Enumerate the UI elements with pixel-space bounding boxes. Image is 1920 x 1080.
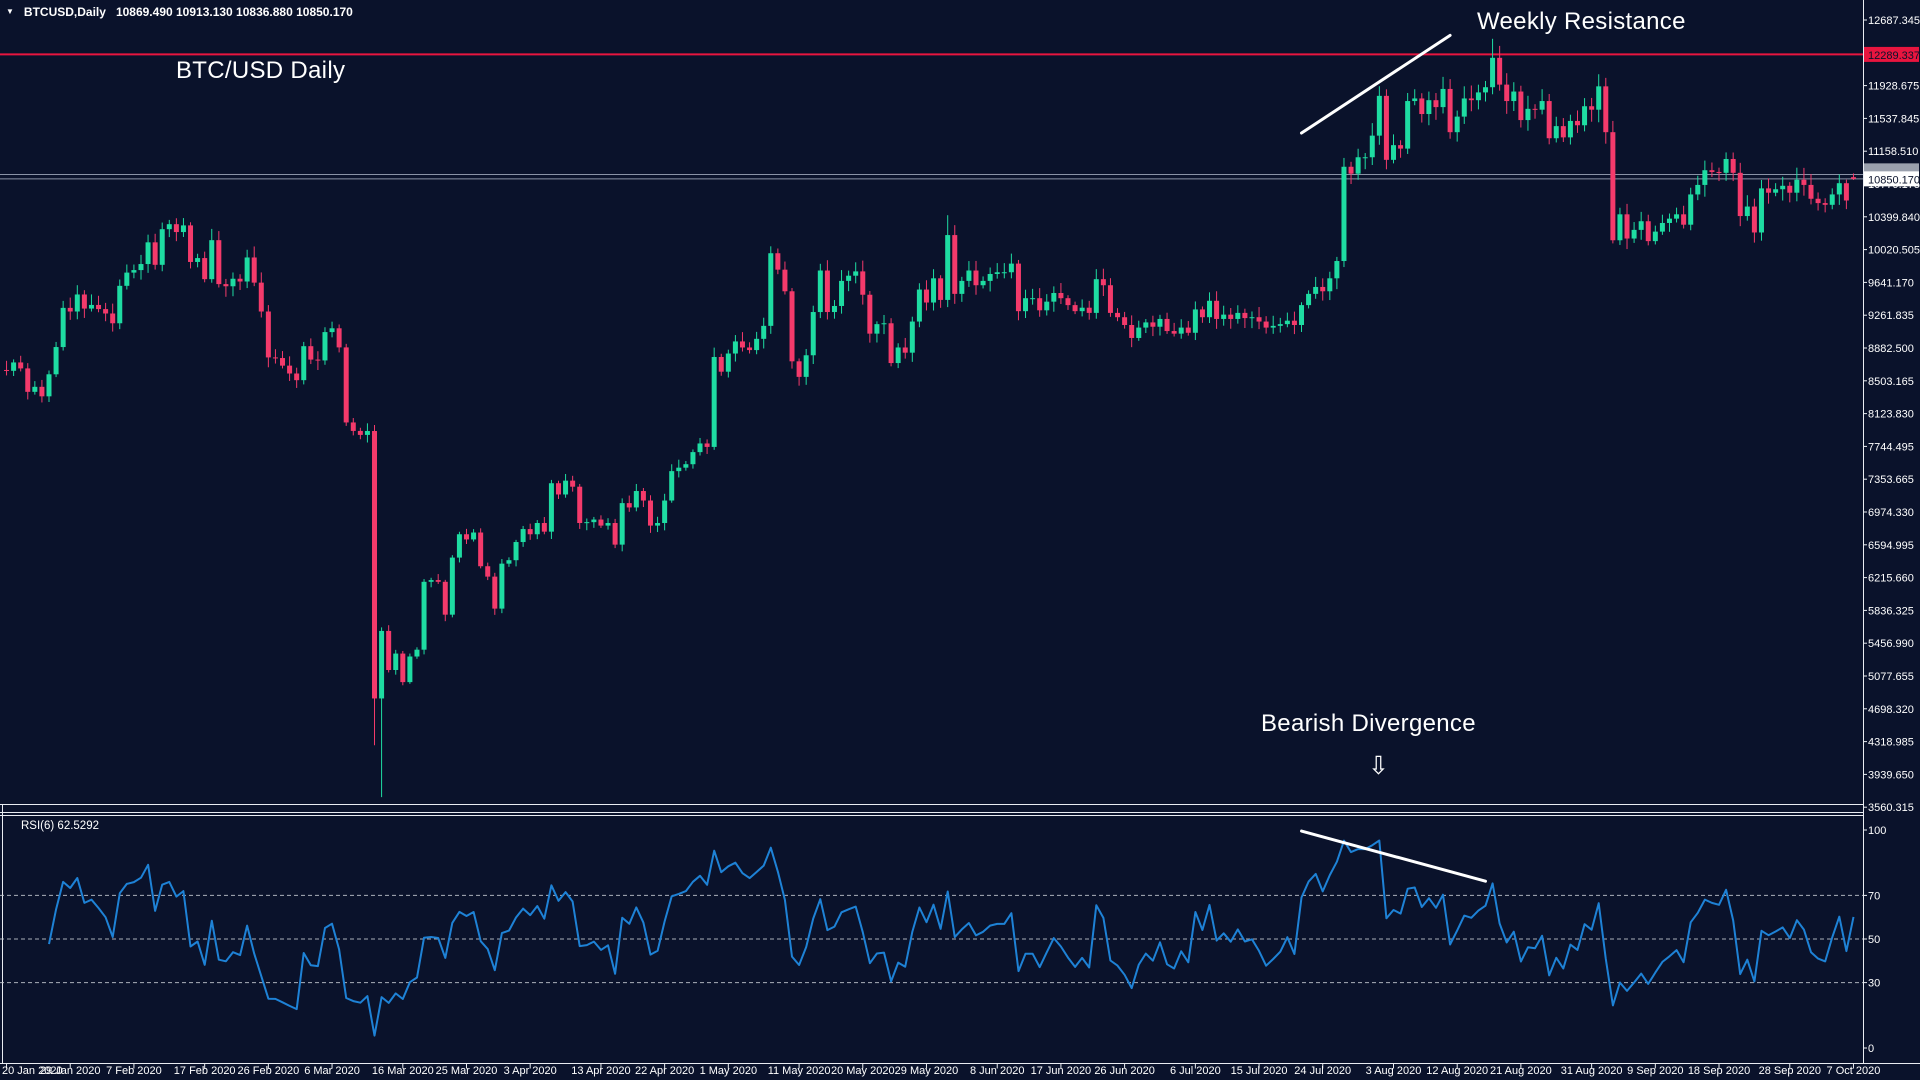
svg-text:9261.835: 9261.835 (1868, 310, 1914, 322)
svg-text:10020.505: 10020.505 (1868, 245, 1920, 257)
symbol-name: BTCUSD,Daily (23, 5, 106, 19)
chart-title-annotation[interactable]: BTC/USD Daily (176, 57, 346, 84)
svg-text:7 Feb 2020: 7 Feb 2020 (106, 1065, 162, 1077)
svg-text:6 Mar 2020: 6 Mar 2020 (304, 1065, 360, 1077)
main-trendline[interactable] (1300, 33, 1452, 135)
candlestick-series (4, 38, 1856, 798)
price-flags: 10850.170 12289.337 (1864, 46, 1920, 187)
svg-text:7744.495: 7744.495 (1868, 441, 1914, 453)
svg-text:7 Oct 2020: 7 Oct 2020 (1827, 1065, 1881, 1077)
svg-text:10850.170: 10850.170 (1868, 174, 1920, 186)
svg-text:20 Jan 2020: 20 Jan 2020 (2, 1065, 63, 1077)
svg-text:100: 100 (1868, 825, 1886, 837)
svg-text:9 Sep 2020: 9 Sep 2020 (1627, 1065, 1683, 1077)
svg-text:30: 30 (1868, 978, 1880, 990)
svg-text:29 May 2020: 29 May 2020 (895, 1065, 959, 1077)
svg-text:0: 0 (1868, 1043, 1874, 1055)
svg-text:12289.337: 12289.337 (1868, 50, 1920, 62)
svg-text:11928.675: 11928.675 (1868, 81, 1919, 93)
svg-text:20 May 2020: 20 May 2020 (831, 1065, 895, 1077)
svg-text:17 Jun 2020: 17 Jun 2020 (1031, 1065, 1092, 1077)
svg-text:26 Jun 2020: 26 Jun 2020 (1094, 1065, 1155, 1077)
svg-text:4698.320: 4698.320 (1868, 704, 1914, 716)
svg-text:6974.330: 6974.330 (1868, 507, 1914, 519)
svg-text:7353.665: 7353.665 (1868, 474, 1914, 486)
svg-text:4318.985: 4318.985 (1868, 737, 1914, 749)
svg-text:21 Aug 2020: 21 Aug 2020 (1490, 1065, 1552, 1077)
rsi-axis-labels: 100 70 50 30 0 (1863, 825, 1886, 1055)
svg-text:16 Mar 2020: 16 Mar 2020 (372, 1065, 434, 1077)
svg-text:8503.165: 8503.165 (1868, 376, 1914, 388)
svg-text:10399.840: 10399.840 (1868, 212, 1920, 224)
svg-text:6594.995: 6594.995 (1868, 540, 1914, 552)
svg-text:3 Aug 2020: 3 Aug 2020 (1366, 1065, 1422, 1077)
svg-text:12 Aug 2020: 12 Aug 2020 (1426, 1065, 1488, 1077)
divergence-arrow-icon[interactable]: ⇩ (1368, 752, 1389, 780)
svg-text:5456.990: 5456.990 (1868, 638, 1914, 650)
svg-text:3560.315: 3560.315 (1868, 802, 1914, 814)
resistance-price-label (1864, 46, 1919, 62)
svg-text:70: 70 (1868, 890, 1880, 902)
svg-text:8 Jun 2020: 8 Jun 2020 (970, 1065, 1024, 1077)
svg-text:8882.500: 8882.500 (1868, 343, 1914, 355)
svg-text:26 Feb 2020: 26 Feb 2020 (237, 1065, 299, 1077)
svg-text:6215.660: 6215.660 (1868, 573, 1914, 585)
svg-text:8123.830: 8123.830 (1868, 409, 1914, 421)
rsi-indicator-label: RSI(6) 62.5292 (21, 820, 99, 832)
rsi-level-lines (0, 894, 1863, 984)
svg-text:11158.510: 11158.510 (1868, 146, 1918, 158)
svg-text:17 Feb 2020: 17 Feb 2020 (174, 1065, 236, 1077)
rsi-indicator-line (48, 839, 1855, 1037)
svg-text:3939.650: 3939.650 (1868, 769, 1914, 781)
weekly-resistance-annotation[interactable]: Weekly Resistance (1477, 8, 1686, 35)
bearish-divergence-annotation[interactable]: Bearish Divergence (1261, 710, 1476, 737)
svg-text:15 Jul 2020: 15 Jul 2020 (1231, 1065, 1288, 1077)
svg-text:50: 50 (1868, 934, 1880, 946)
svg-text:1 May 2020: 1 May 2020 (700, 1065, 757, 1077)
rsi-divergence-trendline[interactable] (1300, 829, 1487, 883)
svg-text:9641.170: 9641.170 (1868, 277, 1914, 289)
svg-text:12687.345: 12687.345 (1868, 15, 1920, 27)
svg-text:25 Mar 2020: 25 Mar 2020 (436, 1065, 498, 1077)
current-price-label (1864, 171, 1919, 187)
svg-text:3 Apr 2020: 3 Apr 2020 (504, 1065, 557, 1077)
svg-text:24 Jul 2020: 24 Jul 2020 (1294, 1065, 1351, 1077)
svg-text:13 Apr 2020: 13 Apr 2020 (571, 1065, 630, 1077)
svg-text:18 Sep 2020: 18 Sep 2020 (1688, 1065, 1750, 1077)
svg-text:11 May 2020: 11 May 2020 (768, 1065, 831, 1077)
svg-text:29 Jan 2020: 29 Jan 2020 (40, 1065, 101, 1077)
window-title: ▼ BTCUSD,Daily 10869.490 10913.130 10836… (6, 5, 353, 19)
svg-text:31 Aug 2020: 31 Aug 2020 (1561, 1065, 1623, 1077)
price-axis-labels: 12687.34511928.67511537.84511158.5101077… (1863, 15, 1920, 814)
svg-text:5077.655: 5077.655 (1868, 671, 1914, 683)
current-price-line (0, 174, 1863, 180)
symbol-dropdown-icon: ▼ (6, 7, 14, 16)
svg-text:28 Sep 2020: 28 Sep 2020 (1759, 1065, 1821, 1077)
svg-text:5836.325: 5836.325 (1868, 605, 1914, 617)
svg-text:11537.845: 11537.845 (1868, 113, 1919, 125)
svg-text:22 Apr 2020: 22 Apr 2020 (635, 1065, 694, 1077)
svg-text:6 Jul 2020: 6 Jul 2020 (1170, 1065, 1221, 1077)
ohlc-readout: 10869.490 10913.130 10836.880 10850.170 (115, 5, 353, 19)
